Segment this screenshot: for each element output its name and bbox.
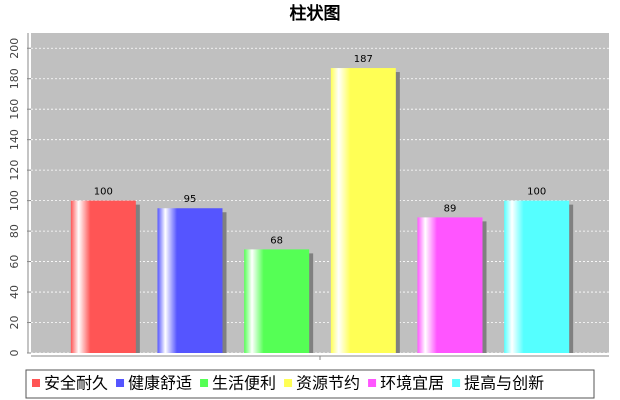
bar xyxy=(157,208,223,353)
value-label: 187 xyxy=(354,54,373,65)
value-label: 68 xyxy=(270,235,283,246)
legend-swatch xyxy=(200,379,209,387)
y-tick-label: 40 xyxy=(8,285,21,299)
legend-swatch xyxy=(368,379,377,387)
legend-swatch xyxy=(452,379,461,387)
legend-label: 环境宜居 xyxy=(380,374,444,393)
legend-label: 资源节约 xyxy=(296,374,360,393)
y-tick-label: 100 xyxy=(8,190,21,211)
y-tick-label: 0 xyxy=(8,350,21,357)
y-tick-label: 120 xyxy=(8,160,21,181)
legend-label: 生活便利 xyxy=(212,374,276,393)
value-label: 89 xyxy=(444,203,457,214)
y-tick-label: 80 xyxy=(8,224,21,238)
bar xyxy=(417,217,483,353)
bar xyxy=(244,249,310,353)
y-tick-label: 180 xyxy=(8,68,21,89)
bar xyxy=(330,68,396,354)
y-tick-label: 60 xyxy=(8,255,21,269)
legend-label: 健康舒适 xyxy=(128,374,192,393)
bar xyxy=(504,200,570,353)
y-tick-label: 140 xyxy=(8,129,21,150)
legend-swatch xyxy=(32,379,40,387)
y-tick-label: 200 xyxy=(8,38,21,59)
bar xyxy=(70,200,136,353)
value-label: 100 xyxy=(527,187,546,198)
value-label: 100 xyxy=(94,187,113,198)
y-tick-label: 20 xyxy=(8,316,21,330)
legend-swatch xyxy=(284,379,293,387)
y-tick-label: 160 xyxy=(8,99,21,120)
legend-label: 提高与创新 xyxy=(464,374,544,393)
value-label: 95 xyxy=(184,194,197,205)
chart-title: 柱状图 xyxy=(290,3,341,24)
legend-label: 安全耐久 xyxy=(44,374,108,393)
legend-swatch xyxy=(116,379,125,387)
